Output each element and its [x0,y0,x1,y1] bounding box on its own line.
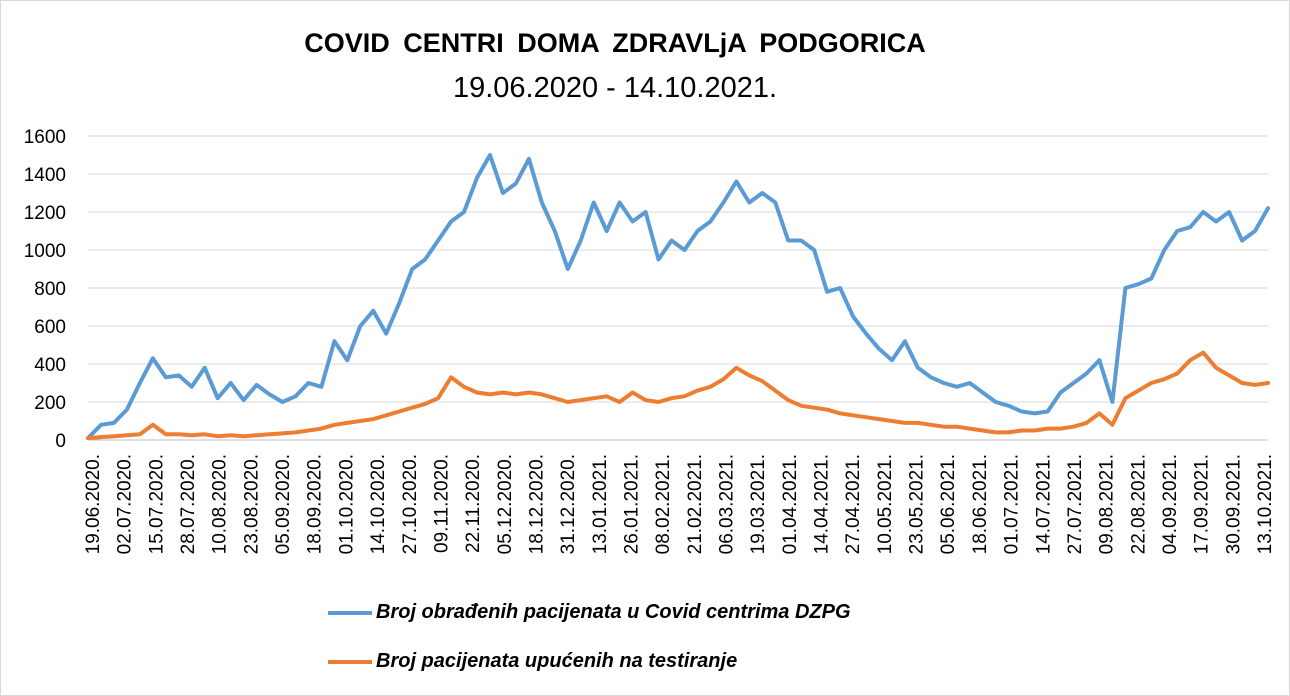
y-tick-label: 1000 [24,241,66,262]
x-tick-label: 19.06.2020. [83,454,104,554]
x-tick-label: 21.02.2021. [685,454,706,554]
series-line-processed [86,153,1270,441]
x-tick-label: 14.04.2021. [812,454,833,554]
y-tick-label: 1600 [24,127,66,148]
x-tick-label: 30.09.2021. [1223,454,1244,554]
legend-swatch-processed [328,610,372,615]
y-tick-label: 1200 [24,203,66,224]
x-tick-label: 23.05.2021. [907,454,928,554]
x-tick-label: 26.01.2021. [621,454,642,554]
x-tick-label: 01.10.2020. [336,454,357,554]
x-tick-label: 19.03.2021. [748,454,769,554]
x-tick-label: 06.03.2021. [717,454,738,554]
x-tick-label: 23.08.2020. [241,454,262,554]
series-line-referred [86,350,1270,441]
legend-item-referred: Broj pacijenata upućenih na testiranje [328,650,737,673]
x-tick-label: 28.07.2020. [178,454,199,554]
x-tick-label: 10.05.2021. [875,454,896,554]
x-tick-label: 01.07.2021. [1002,454,1023,554]
x-tick-label: 02.07.2020. [115,454,136,554]
x-tick-label: 27.04.2021. [843,454,864,554]
x-tick-label: 27.07.2021. [1065,454,1086,554]
y-tick-label: 400 [34,355,66,376]
y-tick-label: 1400 [24,165,66,186]
x-tick-label: 05.09.2020. [273,454,294,554]
x-tick-label: 13.10.2021. [1255,454,1276,554]
y-tick-label: 600 [34,317,66,338]
legend-label-processed: Broj obrađenih pacijenata u Covid centri… [376,601,851,623]
x-tick-label: 09.08.2021. [1097,454,1118,554]
legend-label-referred: Broj pacijenata upućenih na testiranje [376,650,738,672]
x-tick-label: 08.02.2021. [653,454,674,554]
x-tick-label: 04.09.2021. [1160,454,1181,554]
legend-item-processed: Broj obrađenih pacijenata u Covid centri… [328,601,851,624]
x-tick-label: 22.11.2020. [463,454,484,553]
x-tick-label: 05.06.2021. [938,454,959,554]
y-tick-label: 0 [55,431,66,452]
chart-title: COVID CENTRI DOMA ZDRAVLjA PODGORICA [304,28,926,58]
x-tick-label: 31.12.2020. [558,454,579,554]
x-tick-label: 14.07.2021. [1033,454,1054,554]
chart-subtitle: 19.06.2020 - 14.10.2021. [452,72,778,104]
x-tick-label: 18.12.2020. [526,454,547,554]
x-tick-label: 17.09.2021. [1192,454,1213,554]
y-tick-label: 800 [34,279,66,300]
x-tick-label: 05.12.2020. [495,454,516,554]
x-tick-label: 01.04.2021. [780,454,801,554]
x-tick-label: 22.08.2021. [1128,454,1149,554]
x-tick-label: 13.01.2021. [590,454,611,554]
x-tick-label: 15.07.2020. [146,454,167,554]
x-tick-label: 18.06.2021. [970,454,991,554]
x-tick-label: 10.08.2020. [210,454,231,554]
x-tick-label: 18.09.2020. [305,454,326,554]
x-tick-label: 09.11.2020. [431,454,452,553]
x-tick-label: 27.10.2020. [400,454,421,554]
x-tick-label: 14.10.2020. [368,454,389,554]
legend-swatch-referred [328,659,372,664]
y-tick-label: 200 [34,393,66,414]
